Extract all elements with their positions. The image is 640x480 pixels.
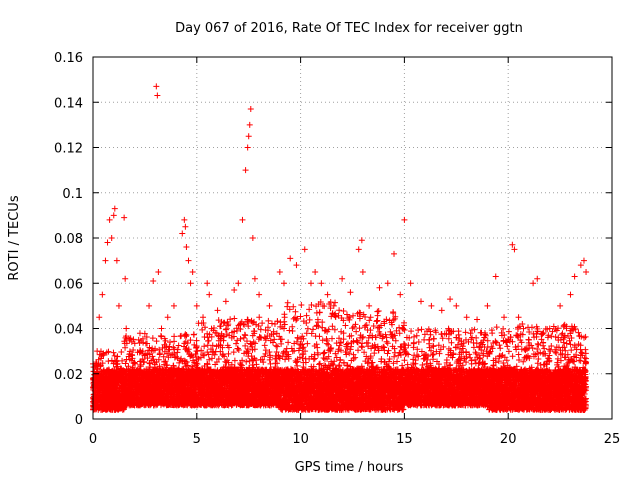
data-point xyxy=(109,372,116,379)
data-point xyxy=(175,342,182,349)
data-point xyxy=(167,339,174,346)
data-point xyxy=(97,355,104,362)
data-point xyxy=(267,360,274,367)
data-point xyxy=(111,376,118,383)
data-point xyxy=(201,343,208,350)
grid-lines xyxy=(93,57,612,419)
data-point xyxy=(100,395,107,402)
data-point xyxy=(97,399,104,406)
data-point xyxy=(98,369,105,376)
data-point xyxy=(95,383,102,390)
data-point xyxy=(106,367,113,374)
data-point xyxy=(108,377,115,384)
data-point xyxy=(268,320,275,327)
data-point xyxy=(111,399,118,406)
data-point xyxy=(97,368,104,375)
data-point xyxy=(190,331,197,338)
data-point xyxy=(113,373,120,380)
data-point xyxy=(304,325,311,332)
data-point xyxy=(95,392,102,399)
data-point xyxy=(118,349,125,356)
data-point xyxy=(217,323,224,330)
data-point xyxy=(187,337,194,344)
data-point xyxy=(106,391,113,398)
data-point xyxy=(117,405,124,412)
data-point xyxy=(259,320,266,327)
data-point xyxy=(103,379,110,386)
data-point xyxy=(261,342,268,349)
data-point xyxy=(271,336,278,343)
data-point xyxy=(243,358,250,365)
data-point xyxy=(241,331,248,338)
data-point xyxy=(122,360,129,367)
data-point xyxy=(157,332,164,339)
data-point xyxy=(193,337,200,344)
data-point xyxy=(97,374,104,381)
data-point xyxy=(111,358,118,365)
data-point xyxy=(274,343,281,350)
data-point xyxy=(319,337,326,344)
data-point xyxy=(103,404,110,411)
data-point xyxy=(99,351,106,358)
data-point xyxy=(111,352,118,359)
data-point xyxy=(237,335,244,342)
data-point xyxy=(109,383,116,390)
data-point xyxy=(105,390,112,397)
data-point xyxy=(104,368,111,375)
data-point xyxy=(116,373,123,380)
data-point xyxy=(156,350,163,357)
data-point xyxy=(103,405,110,412)
data-point xyxy=(231,357,238,364)
data-point xyxy=(336,307,343,314)
data-point xyxy=(178,332,185,339)
data-point xyxy=(252,340,259,347)
data-point xyxy=(136,330,143,337)
data-point xyxy=(104,399,111,406)
data-point xyxy=(96,403,103,410)
data-point xyxy=(103,349,110,356)
data-point xyxy=(117,368,124,375)
data-point xyxy=(234,337,241,344)
data-point xyxy=(99,390,106,397)
data-point xyxy=(114,382,121,389)
data-point xyxy=(171,338,178,345)
data-point xyxy=(115,395,122,402)
data-point xyxy=(253,361,260,368)
data-point xyxy=(114,353,121,360)
data-point xyxy=(114,389,121,396)
data-point xyxy=(209,355,216,362)
data-point xyxy=(109,402,116,409)
data-point xyxy=(110,349,117,356)
data-point xyxy=(306,316,313,323)
data-points xyxy=(90,83,590,413)
data-point xyxy=(149,335,156,342)
data-point xyxy=(100,352,107,359)
data-point xyxy=(231,315,238,322)
data-point xyxy=(105,398,112,405)
data-point xyxy=(107,373,114,380)
data-point xyxy=(131,340,138,347)
chart-title: Day 067 of 2016, Rate Of TEC Index for r… xyxy=(175,21,523,36)
data-point xyxy=(201,324,208,331)
data-point xyxy=(199,326,206,333)
data-point xyxy=(153,338,160,345)
data-point xyxy=(101,400,108,407)
data-point xyxy=(119,357,126,364)
data-point xyxy=(256,314,263,321)
data-point xyxy=(265,317,272,324)
data-point xyxy=(105,358,112,365)
data-point xyxy=(99,406,106,413)
data-point xyxy=(95,361,102,368)
